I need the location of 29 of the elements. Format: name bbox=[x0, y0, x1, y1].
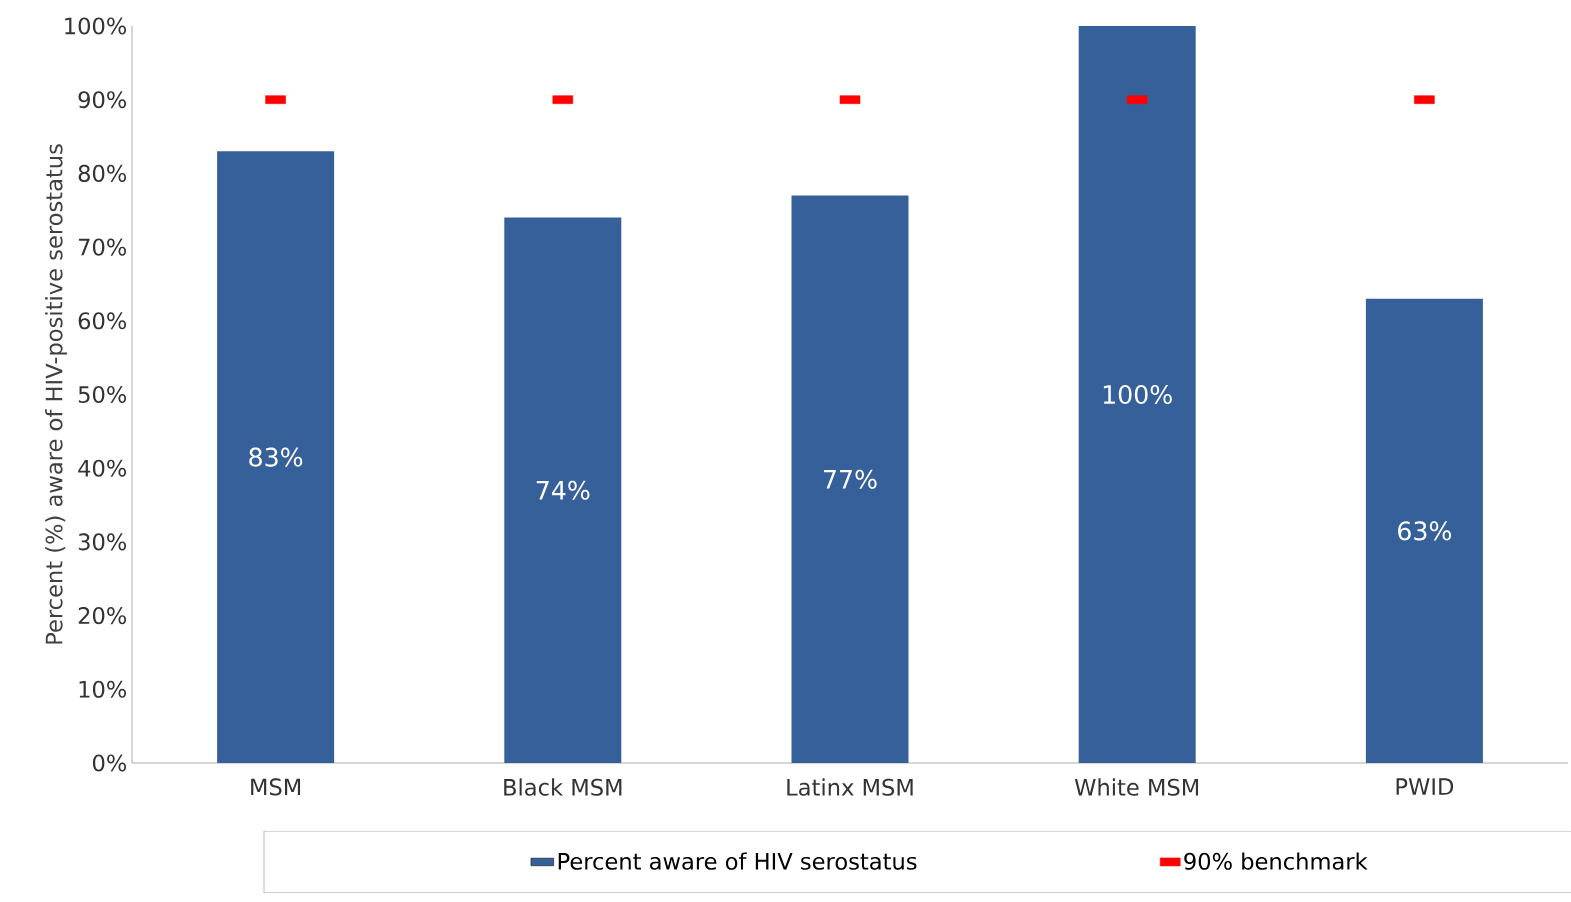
x-tick-label: Black MSM bbox=[504, 778, 622, 796]
data-label: 63% bbox=[1398, 521, 1452, 541]
x-tick-label: White MSM bbox=[1074, 778, 1199, 796]
y-tick-label: 10% bbox=[79, 680, 127, 698]
bar bbox=[504, 217, 622, 763]
y-axis-title: Percent (%) aware of HIV-positive serostatus bbox=[45, 144, 67, 644]
y-tick-label: 80% bbox=[78, 164, 127, 182]
x-tick-label: MSM bbox=[251, 778, 301, 796]
y-tick-label: 90% bbox=[78, 91, 127, 109]
y-tick-label: 100% bbox=[65, 17, 127, 35]
bar bbox=[217, 151, 335, 763]
legend-label: Percent aware of HIV serostatus bbox=[558, 852, 917, 870]
y-tick-label: 20% bbox=[78, 607, 127, 625]
bar bbox=[791, 195, 909, 763]
data-label: 74% bbox=[536, 480, 590, 500]
x-tick-label: PWID bbox=[1396, 778, 1454, 795]
data-label: 83% bbox=[249, 447, 303, 467]
bar bbox=[1365, 298, 1483, 763]
data-label: 77% bbox=[824, 469, 877, 489]
x-tick-label: Latinx MSM bbox=[787, 778, 913, 796]
y-tick-label: 50% bbox=[78, 385, 127, 404]
bar bbox=[1078, 25, 1196, 763]
data-label: 100% bbox=[1103, 384, 1172, 405]
y-tick-label: 40% bbox=[78, 459, 127, 477]
legend-label: 90% benchmark bbox=[1184, 852, 1368, 870]
y-tick-label: 60% bbox=[78, 312, 127, 330]
y-tick-label: 0% bbox=[92, 754, 127, 772]
y-tick-label: 70% bbox=[78, 238, 127, 256]
y-tick-label: 30% bbox=[78, 533, 127, 551]
